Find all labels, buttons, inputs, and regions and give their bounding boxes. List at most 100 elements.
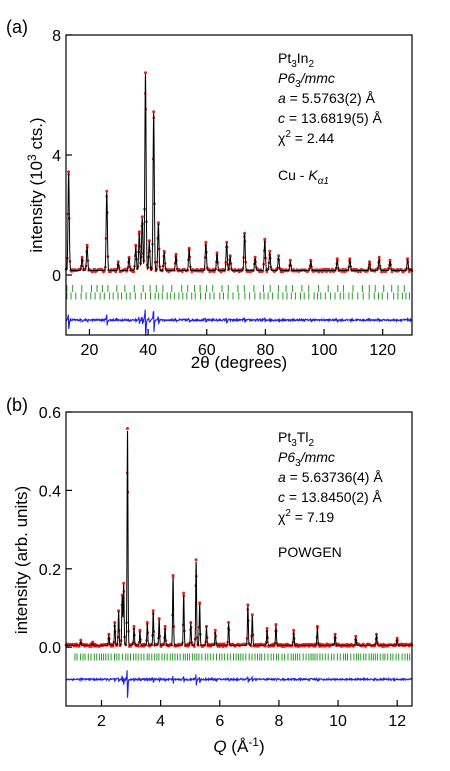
observed-point [114, 270, 118, 274]
y-tick-label: 0 [52, 268, 61, 285]
observed-peak-point [126, 427, 129, 430]
observed-peak-point [194, 558, 198, 562]
observed-point [190, 270, 194, 274]
observed-peak-point [132, 624, 136, 628]
panel-b-radiation-source: POWGEN [278, 544, 342, 560]
panel-b-y-ticks: 0.0 0.2 0.4 0.6 [39, 405, 72, 657]
panel-b-lattice-c: c = 13.8450(2) Å [278, 489, 383, 505]
x-tick-label: 10 [329, 713, 347, 730]
observed-peak-point [147, 239, 151, 243]
observed-peak-point [187, 246, 191, 250]
observed-peak-point [265, 626, 269, 630]
y-tick-label: 8 [52, 28, 61, 45]
observed-point [193, 645, 196, 648]
observed-peak-point [116, 260, 120, 264]
observed-peak-point [246, 603, 250, 607]
observed-peak-point [395, 636, 399, 640]
observed-point [258, 270, 261, 274]
observed-peak-point [263, 237, 267, 241]
observed-point [306, 642, 310, 646]
panel-a-compound: Pt3In2 [278, 50, 314, 70]
y-tick-label: 0.4 [39, 483, 61, 500]
observed-point [113, 267, 116, 271]
observed-peak-point [91, 640, 95, 644]
panel-a: (a) 20 40 60 80 100 120 0 4 8 2θ (degrees) inte… [6, 17, 414, 372]
x-tick-label: 6 [215, 713, 224, 730]
observed-peak-point [113, 621, 117, 624]
panel-b-bragg-reflections [74, 653, 411, 661]
observed-peak-point [127, 255, 131, 259]
panel-a-label: (a) [6, 17, 28, 37]
panel-a-chi-squared: χ2 = 2.44 [278, 129, 334, 146]
observed-peak-point [85, 243, 89, 247]
observed-peak-point [107, 632, 111, 636]
panel-b-chi-squared: χ2 = 7.19 [278, 508, 334, 525]
observed-point [265, 270, 269, 274]
x-tick-label: 20 [81, 342, 99, 359]
panel-a-space-group: P63/mmc [278, 70, 335, 90]
observed-peak-point [215, 251, 219, 255]
observed-peak-point [79, 638, 83, 642]
observed-peak-point [253, 255, 257, 259]
observed-peak-point [348, 257, 352, 261]
panel-b-label: (b) [6, 395, 28, 415]
observed-peak-point [388, 258, 392, 262]
observed-peak-point [122, 581, 126, 585]
observed-point [324, 267, 327, 271]
x-tick-label: 80 [256, 342, 274, 359]
panel-b-compound: Pt3Tl2 [278, 429, 314, 449]
observed-point [109, 645, 113, 648]
y-tick-label: 0.0 [39, 640, 61, 657]
x-tick-label: 2 [97, 713, 106, 730]
panel-b-calculated-curve [66, 430, 412, 646]
observed-point [390, 270, 394, 274]
observed-peak-point [152, 110, 156, 114]
observed-peak-point [315, 624, 319, 628]
panel-a-y-ticks: 0 4 8 [52, 28, 72, 285]
observed-peak-point [174, 252, 178, 256]
panel-a-difference-curve [65, 309, 413, 336]
panel-b-frame [65, 411, 413, 707]
observed-peak-point [205, 624, 208, 628]
observed-peak-point [140, 215, 144, 219]
observed-peak-point [198, 601, 202, 605]
x-tick-label: 4 [156, 713, 165, 730]
observed-peak-point [134, 243, 138, 247]
observed-peak-point [354, 634, 358, 638]
observed-peak-point [292, 628, 296, 632]
panel-a-calculated-curve [65, 74, 412, 271]
observed-point [223, 642, 226, 646]
y-tick-label: 4 [52, 148, 61, 165]
panel-a-x-axis-label: 2θ (degrees) [191, 353, 287, 372]
panel-a-annotation: Pt3In2 P63/mmc a = 5.5763(2) Å c = 13.68… [278, 50, 383, 187]
observed-peak-point [204, 240, 208, 244]
observed-peak-point [189, 621, 193, 624]
panel-b-x-axis-label: Q (Å-1) [213, 735, 264, 756]
panel-b-observed-points [64, 427, 414, 648]
x-tick-label: 60 [198, 342, 216, 359]
observed-peak-point [156, 221, 160, 225]
observed-peak-point [117, 609, 121, 613]
panel-a-plot-area [64, 71, 414, 336]
panel-b-lattice-a: a = 5.63736(4) Å [278, 469, 383, 485]
observed-point [264, 645, 267, 648]
observed-peak-point [137, 230, 141, 234]
observed-peak-point [309, 258, 313, 262]
panel-a-frame [65, 34, 413, 336]
observed-peak-point [375, 632, 378, 636]
observed-point [199, 267, 203, 271]
panel-b-y-axis-label: intensity (arb. units) [12, 486, 31, 634]
observed-peak-point [80, 255, 84, 259]
panel-b-plot-area [64, 427, 414, 698]
observed-peak-point [163, 624, 167, 628]
observed-peak-point [144, 71, 147, 75]
x-tick-label: 12 [388, 713, 406, 730]
observed-point [211, 267, 215, 271]
observed-peak-point [288, 258, 292, 262]
observed-peak-point [67, 170, 71, 174]
observed-peak-point [368, 260, 371, 264]
observed-peak-point [162, 249, 166, 253]
observed-peak-point [213, 628, 217, 632]
observed-peak-point [225, 240, 229, 244]
